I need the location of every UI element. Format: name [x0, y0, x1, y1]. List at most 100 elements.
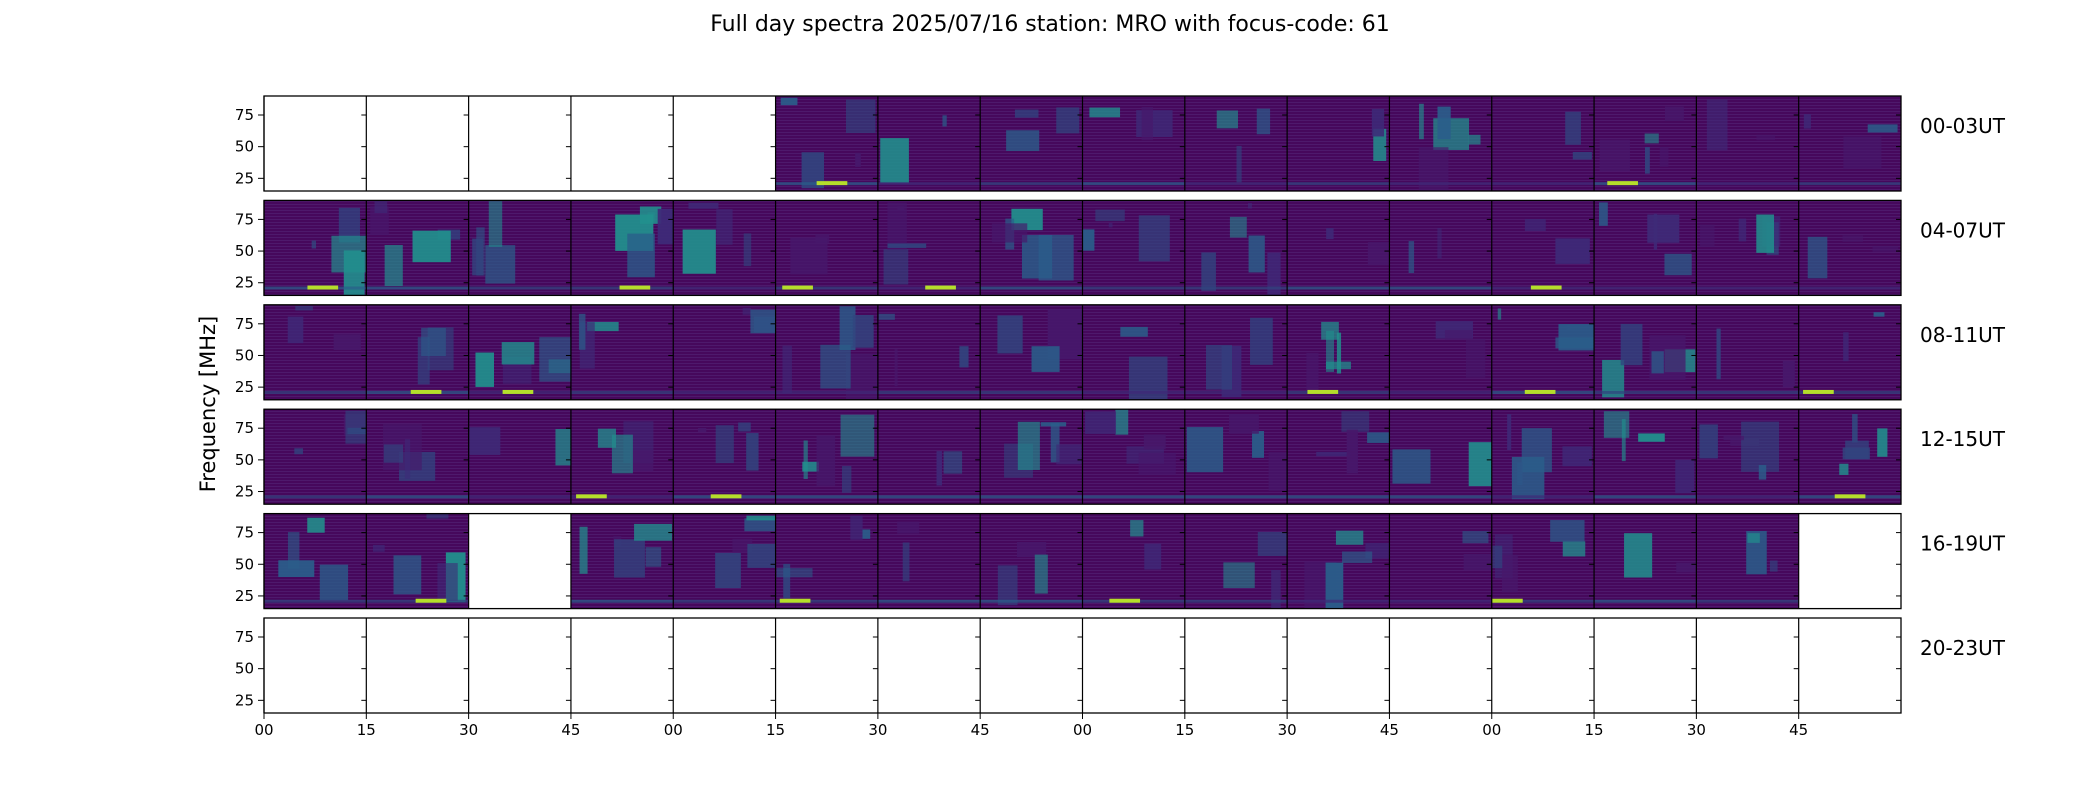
x-tick-label: 45	[971, 721, 990, 739]
spectrum-panel	[672, 200, 776, 296]
y-tick-label: 50	[235, 555, 254, 573]
spectrum-panel	[672, 409, 776, 505]
spectrum-panel	[468, 513, 571, 609]
row-time-label: 20-23UT	[1920, 636, 2006, 660]
spectra-row: 25 50 75 00-03UT	[235, 95, 2006, 192]
x-tick-label: 15	[1175, 721, 1194, 739]
spectrum-panel	[468, 200, 571, 296]
spectrum-panel	[1695, 200, 1799, 296]
spectrum-panel	[1286, 513, 1390, 609]
row-frame	[263, 304, 1902, 401]
row-time-label: 08-11UT	[1920, 323, 2006, 347]
spectrum-panel	[877, 200, 981, 296]
spectrum-panel	[877, 409, 981, 505]
spectrum-panel	[570, 409, 674, 505]
x-tick-label: 00	[664, 721, 683, 739]
spectrum-panel	[979, 513, 1083, 609]
spectrum-panel	[1798, 96, 1901, 191]
spectrum-panel	[1593, 304, 1697, 400]
y-tick-label: 50	[235, 660, 254, 678]
spectrum-panel	[468, 96, 571, 191]
spectrum-panel	[1695, 304, 1799, 400]
row-time-label: 16-19UT	[1920, 532, 2006, 556]
row-frame	[263, 95, 1902, 192]
spectrum-panel	[979, 200, 1083, 296]
spectra-row: 25 50 75 20-23UT	[235, 617, 2006, 714]
spectrum-panel	[1286, 618, 1390, 713]
spectrum-panel	[1388, 304, 1492, 400]
y-tick-label: 75	[235, 524, 254, 542]
y-tick-label: 50	[235, 451, 254, 469]
spectrum-panel	[774, 618, 878, 713]
spectrum-panel	[1798, 618, 1901, 713]
spectrum-panel	[1081, 96, 1185, 191]
y-tick-label: 25	[235, 169, 254, 187]
spectrum-panel	[1184, 513, 1288, 609]
row-frame	[263, 512, 1902, 610]
x-tick-label: 00	[1073, 721, 1092, 739]
x-tick-label: 45	[561, 721, 580, 739]
spectrum-panel	[1286, 304, 1390, 400]
spectrum-panel	[774, 409, 878, 505]
spectrum-panel	[1593, 96, 1697, 191]
x-tick-label: 15	[357, 721, 376, 739]
x-tick-label: 30	[868, 721, 887, 739]
y-tick-label: 75	[235, 628, 254, 646]
x-tick-label: 30	[1278, 721, 1297, 739]
y-tick-label: 75	[235, 210, 254, 228]
spectrum-panel	[365, 200, 469, 296]
y-tick-label: 75	[235, 419, 254, 437]
spectrum-panel	[1491, 200, 1595, 296]
spectrum-panel	[365, 96, 469, 191]
x-tick-label: 15	[1585, 721, 1604, 739]
spectrum-panel	[263, 513, 367, 609]
spectrum-panel	[263, 200, 367, 296]
spectrum-panel	[263, 96, 367, 191]
x-tick-label: 30	[459, 721, 478, 739]
spectra-row: 25 50 75 08-11UT	[235, 304, 2006, 401]
y-tick-label: 50	[235, 346, 254, 364]
spectra-row: 25 50 75 16-19UT	[235, 512, 2006, 610]
spectrum-panel	[1593, 513, 1697, 609]
x-tick-label: 00	[254, 721, 273, 739]
spectrum-panel	[1184, 304, 1288, 400]
y-tick-label: 50	[235, 242, 254, 260]
spectrum-panel	[979, 618, 1083, 713]
spectrum-panel	[1388, 96, 1492, 191]
spectrum-panel	[1081, 304, 1185, 400]
spectrum-panel	[1388, 200, 1492, 296]
row-time-label: 12-15UT	[1920, 427, 2006, 451]
spectrum-panel	[672, 304, 776, 400]
spectrum-panel	[1081, 200, 1185, 296]
spectrum-panel	[877, 304, 981, 400]
spectrum-panel	[1798, 200, 1901, 296]
spectrum-panel	[672, 96, 776, 191]
spectrum-panel	[1184, 96, 1288, 191]
spectrum-panel	[979, 304, 1083, 400]
spectrum-panel	[672, 618, 776, 713]
x-tick-label: 45	[1380, 721, 1399, 739]
spectrum-panel	[365, 618, 469, 713]
spectrum-panel	[570, 96, 674, 191]
spectrum-panel	[774, 304, 878, 400]
spectrum-panel	[1184, 200, 1288, 296]
spectrum-panel	[1081, 513, 1185, 609]
spectrum-panel	[877, 618, 981, 713]
spectrum-panel	[1286, 200, 1390, 296]
spectrum-panel	[1491, 618, 1595, 713]
spectrum-panel	[1286, 409, 1390, 505]
spectrum-panel	[1286, 96, 1390, 191]
spectrum-panel	[1388, 618, 1492, 713]
x-tick-label: 45	[1789, 721, 1808, 739]
spectrum-panel	[263, 409, 367, 505]
spectrum-panel	[1184, 409, 1288, 505]
spectrum-panel	[263, 304, 367, 400]
y-tick-label: 25	[235, 691, 254, 709]
spectrum-panel	[774, 96, 878, 191]
spectrum-panel	[570, 304, 674, 400]
x-tick-label: 30	[1687, 721, 1706, 739]
row-time-label: 04-07UT	[1920, 218, 2006, 242]
y-tick-label: 50	[235, 138, 254, 156]
y-tick-label: 75	[235, 106, 254, 124]
